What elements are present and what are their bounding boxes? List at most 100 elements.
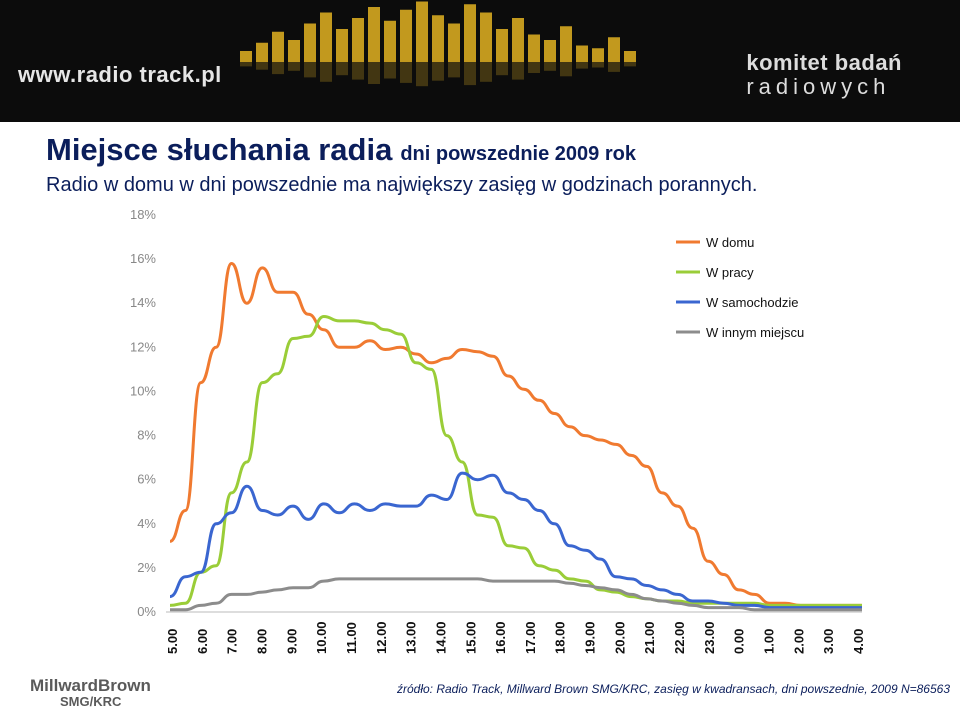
equalizer-bar: [256, 42, 268, 62]
millward-brown-logo: MillwardBrown SMG/KRC: [30, 676, 151, 709]
x-tick-label: 9.00: [284, 629, 299, 654]
header-banner: www.radio track.pl komitet badań radiowy…: [0, 0, 960, 122]
x-tick-label: 13.00: [404, 621, 419, 654]
y-tick-label: 18%: [130, 207, 156, 222]
page-subtitle: Radio w domu w dni powszednie ma najwięk…: [46, 174, 758, 196]
y-tick-label: 16%: [130, 251, 156, 266]
equalizer-reflection: [624, 62, 636, 67]
equalizer-bar: [528, 34, 540, 62]
equalizer-bar: [496, 29, 508, 62]
source-note: źródło: Radio Track, Millward Brown SMG/…: [396, 682, 950, 696]
equalizer-bar: [240, 51, 252, 62]
x-tick-label: 15.00: [463, 621, 478, 654]
equalizer-graphic: [240, 1, 636, 87]
x-tick-label: 1.00: [762, 629, 777, 654]
y-tick-label: 14%: [130, 295, 156, 310]
equalizer-reflection: [496, 62, 508, 76]
x-tick-label: 12.00: [374, 621, 389, 654]
equalizer-bar: [608, 37, 620, 62]
legend-label: W innym miejscu: [706, 325, 804, 340]
y-tick-label: 6%: [137, 472, 156, 487]
legend-label: W samochodzie: [706, 295, 798, 310]
x-tick-label: 18.00: [553, 621, 568, 654]
equalizer-reflection: [240, 62, 252, 67]
equalizer-bar: [480, 12, 492, 62]
y-tick-label: 0%: [137, 604, 156, 619]
x-tick-label: 4.00: [851, 629, 866, 654]
x-tick-label: 6.00: [195, 629, 210, 654]
equalizer-bar: [560, 26, 572, 62]
equalizer-reflection: [256, 62, 268, 70]
equalizer-bar: [592, 48, 604, 62]
equalizer-reflection: [336, 62, 348, 76]
equalizer-reflection: [592, 62, 604, 68]
x-tick-label: 22.00: [672, 621, 687, 654]
equalizer-bar: [400, 9, 412, 62]
equalizer-bar: [624, 51, 636, 62]
equalizer-bar: [544, 40, 556, 62]
equalizer-reflection: [320, 62, 332, 82]
equalizer-reflection: [304, 62, 316, 78]
x-tick-label: 7.00: [225, 629, 240, 654]
radio-track-logo: www.radio track.pl: [18, 62, 222, 87]
equalizer-reflection: [576, 62, 588, 69]
y-tick-label: 2%: [137, 560, 156, 575]
equalizer-bar: [320, 12, 332, 62]
x-tick-label: 23.00: [702, 621, 717, 654]
x-tick-label: 16.00: [493, 621, 508, 654]
x-tick-label: 21.00: [642, 621, 657, 654]
equalizer-reflection: [480, 62, 492, 82]
x-tick-label: 11.00: [344, 622, 359, 654]
series-line-1: [169, 262, 862, 607]
equalizer-bar: [352, 18, 364, 62]
equalizer-bar: [464, 4, 476, 62]
equalizer-bar: [384, 20, 396, 62]
x-tick-label: 10.00: [314, 621, 329, 654]
x-tick-label: 5.00: [165, 629, 180, 654]
equalizer-bar: [576, 45, 588, 62]
x-tick-label: 19.00: [583, 621, 598, 654]
equalizer-bar: [272, 31, 284, 62]
x-tick-label: 17.00: [523, 621, 538, 654]
equalizer-bar: [336, 29, 348, 62]
equalizer-bar: [512, 18, 524, 62]
x-tick-label: 8.00: [254, 629, 269, 654]
x-tick-label: 2.00: [791, 629, 806, 654]
legend-label: W pracy: [706, 265, 754, 280]
equalizer-reflection: [400, 62, 412, 83]
equalizer-bar: [368, 7, 380, 62]
equalizer-reflection: [528, 62, 540, 73]
x-tick-label: 0.00: [732, 629, 747, 654]
equalizer-bar: [448, 23, 460, 62]
y-tick-label: 10%: [130, 383, 156, 398]
page-title: Miejsce słuchania radia dni powszednie 20…: [46, 132, 636, 167]
equalizer-reflection: [544, 62, 556, 71]
equalizer-reflection: [560, 62, 572, 77]
equalizer-reflection: [288, 62, 300, 71]
legend-label: W domu: [706, 235, 754, 250]
equalizer-bar: [432, 15, 444, 62]
series-line-4: [170, 577, 862, 612]
page-title-sub: dni powszednie 2009 rok: [400, 143, 636, 165]
equalizer-bar: [416, 1, 428, 62]
y-tick-label: 4%: [137, 516, 156, 531]
x-tick-label: 20.00: [612, 621, 627, 654]
equalizer-reflection: [368, 62, 380, 84]
equalizer-reflection: [608, 62, 620, 72]
equalizer-reflection: [352, 62, 364, 80]
equalizer-reflection: [432, 62, 444, 81]
series-line-2: [169, 315, 862, 607]
equalizer-reflection: [384, 62, 396, 79]
equalizer-reflection: [416, 62, 428, 87]
x-tick-label: 3.00: [821, 629, 836, 654]
equalizer-reflection: [512, 62, 524, 80]
y-tick-label: 12%: [130, 339, 156, 354]
y-tick-label: 8%: [137, 428, 156, 443]
equalizer-bar: [304, 23, 316, 62]
equalizer-reflection: [464, 62, 476, 86]
series-line-3: [169, 471, 862, 610]
equalizer-reflection: [448, 62, 460, 78]
kbr-logo: komitet badań radiowych: [746, 50, 902, 99]
equalizer-reflection: [272, 62, 284, 75]
